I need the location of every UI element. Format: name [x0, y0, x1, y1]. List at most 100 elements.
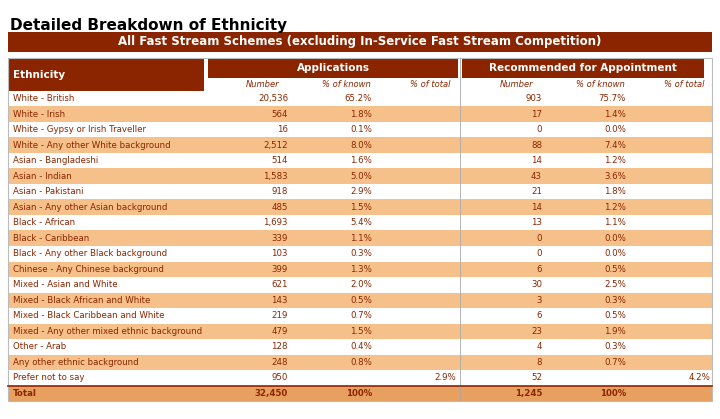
Text: 1.1%: 1.1%	[604, 218, 626, 227]
Bar	[8, 323, 712, 339]
Text: 2,512: 2,512	[264, 141, 288, 150]
Text: Black - Any other Black background: Black - Any other Black background	[13, 249, 167, 258]
Text: 4: 4	[536, 342, 542, 351]
Text: Black - Caribbean: Black - Caribbean	[13, 234, 89, 243]
Bar	[8, 277, 712, 292]
Text: 1,245: 1,245	[515, 389, 542, 398]
Text: 0.7%: 0.7%	[350, 311, 372, 320]
Text: 14: 14	[531, 156, 542, 165]
Text: 0: 0	[536, 249, 542, 258]
Bar	[8, 370, 712, 385]
Text: 3: 3	[536, 296, 542, 305]
Text: 399: 399	[271, 265, 288, 274]
Bar	[376, 78, 459, 91]
Text: 1.5%: 1.5%	[350, 203, 372, 212]
Text: 0.5%: 0.5%	[604, 265, 626, 274]
Text: 1.6%: 1.6%	[350, 156, 372, 165]
Text: 0.1%: 0.1%	[350, 125, 372, 134]
Text: 2.5%: 2.5%	[604, 280, 626, 289]
Bar	[8, 230, 712, 246]
Text: Mixed - Asian and White: Mixed - Asian and White	[13, 280, 117, 289]
Text: Mixed - Black African and White: Mixed - Black African and White	[13, 296, 150, 305]
Text: 564: 564	[271, 110, 288, 119]
Text: 0.0%: 0.0%	[604, 234, 626, 243]
Bar	[8, 246, 712, 261]
Text: Asian - Indian: Asian - Indian	[13, 172, 72, 181]
Text: 1.9%: 1.9%	[604, 327, 626, 336]
Bar	[8, 122, 712, 137]
Bar	[462, 78, 545, 91]
Text: 950: 950	[271, 373, 288, 382]
Bar	[8, 58, 204, 91]
Text: Applications: Applications	[297, 63, 369, 73]
Text: 0.3%: 0.3%	[350, 249, 372, 258]
Text: All Fast Stream Schemes (excluding In-Service Fast Stream Competition): All Fast Stream Schemes (excluding In-Se…	[118, 36, 602, 49]
Text: 0.5%: 0.5%	[604, 311, 626, 320]
Text: % of known: % of known	[576, 80, 625, 89]
Text: 128: 128	[271, 342, 288, 351]
Bar	[8, 137, 712, 153]
Text: 1.1%: 1.1%	[350, 234, 372, 243]
Text: 1.8%: 1.8%	[350, 110, 372, 119]
Text: 339: 339	[271, 234, 288, 243]
Text: White - Any other White background: White - Any other White background	[13, 141, 171, 150]
Text: Mixed - Any other mixed ethnic background: Mixed - Any other mixed ethnic backgroun…	[13, 327, 202, 336]
Text: 621: 621	[271, 280, 288, 289]
Text: 143: 143	[271, 296, 288, 305]
Bar	[8, 215, 712, 230]
Text: 0.3%: 0.3%	[604, 342, 626, 351]
Text: 75.7%: 75.7%	[598, 94, 626, 103]
Text: White - Gypsy or Irish Traveller: White - Gypsy or Irish Traveller	[13, 125, 146, 134]
Text: % of known: % of known	[323, 80, 371, 89]
Text: 0.0%: 0.0%	[604, 125, 626, 134]
Bar	[208, 58, 458, 78]
Text: % of total: % of total	[410, 80, 451, 89]
Text: Black - African: Black - African	[13, 218, 75, 227]
Text: 1.2%: 1.2%	[604, 203, 626, 212]
Text: 103: 103	[271, 249, 288, 258]
Bar	[8, 199, 712, 215]
Text: 2.0%: 2.0%	[350, 280, 372, 289]
Text: 4.2%: 4.2%	[688, 373, 710, 382]
Bar	[462, 58, 704, 78]
Bar	[8, 308, 712, 323]
Text: 21: 21	[531, 187, 542, 196]
Text: 43: 43	[531, 172, 542, 181]
Text: 918: 918	[271, 187, 288, 196]
Text: 7.4%: 7.4%	[604, 141, 626, 150]
Text: 1.8%: 1.8%	[604, 187, 626, 196]
Bar	[8, 168, 712, 184]
Text: 13: 13	[531, 218, 542, 227]
Text: Number: Number	[246, 80, 279, 89]
Text: Recommended for Appointment: Recommended for Appointment	[489, 63, 677, 73]
Text: 248: 248	[271, 358, 288, 367]
Bar	[8, 261, 712, 277]
Text: Any other ethnic background: Any other ethnic background	[13, 358, 139, 367]
Bar	[8, 184, 712, 199]
Text: 100%: 100%	[346, 389, 372, 398]
Text: 52: 52	[531, 373, 542, 382]
Text: 5.4%: 5.4%	[350, 218, 372, 227]
Bar	[8, 58, 712, 401]
Text: White - British: White - British	[13, 94, 74, 103]
Text: 479: 479	[271, 327, 288, 336]
Text: 0: 0	[536, 234, 542, 243]
Text: Total: Total	[13, 389, 37, 398]
Text: Prefer not to say: Prefer not to say	[13, 373, 84, 382]
Text: 0.5%: 0.5%	[350, 296, 372, 305]
Text: Mixed - Black Caribbean and White: Mixed - Black Caribbean and White	[13, 311, 164, 320]
Text: 3.6%: 3.6%	[604, 172, 626, 181]
Bar	[8, 339, 712, 354]
Text: White - Irish: White - Irish	[13, 110, 65, 119]
Text: Chinese - Any Chinese background: Chinese - Any Chinese background	[13, 265, 164, 274]
Text: 100%: 100%	[600, 389, 626, 398]
Text: 0.7%: 0.7%	[604, 358, 626, 367]
Bar	[8, 106, 712, 122]
Text: Asian - Any other Asian background: Asian - Any other Asian background	[13, 203, 167, 212]
Text: 0: 0	[536, 125, 542, 134]
Text: 2.9%: 2.9%	[434, 373, 456, 382]
Text: 88: 88	[531, 141, 542, 150]
Text: 1.5%: 1.5%	[350, 327, 372, 336]
Text: 1.3%: 1.3%	[350, 265, 372, 274]
Bar	[8, 32, 712, 52]
